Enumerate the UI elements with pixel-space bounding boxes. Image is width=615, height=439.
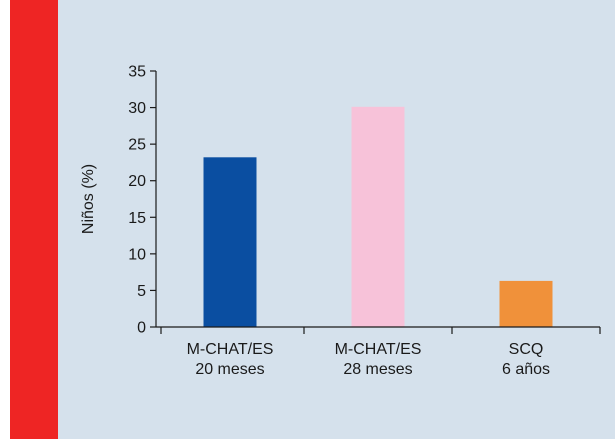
x-category-label-2-line-1: M-CHAT/ES	[335, 341, 422, 358]
bar-chart: 0 5 10 15 20 25 30 35 M-CHAT/ES 20 meses M-CHAT/ES…	[80, 64, 601, 379]
x-category-label-3-line-2: 6 años	[502, 361, 550, 378]
x-category-label-1-line-1: M-CHAT/ES	[187, 341, 274, 358]
figure: 0 5 10 15 20 25 30 35 M-CHAT/ES 20 meses M-CHAT/ES…	[10, 0, 615, 439]
y-tick-label-1: 5	[137, 283, 146, 300]
bar-2	[351, 106, 405, 327]
axes-layer	[150, 70, 601, 334]
bar-3	[499, 280, 553, 327]
y-tick-label-6: 30	[128, 100, 146, 117]
x-category-label-1-line-2: 20 meses	[195, 361, 264, 378]
labels-layer: 0 5 10 15 20 25 30 35 M-CHAT/ES 20 meses M-CHAT/ES…	[128, 64, 550, 379]
accent-band	[10, 0, 58, 439]
y-tick-label-4: 20	[128, 173, 146, 190]
y-tick-label-5: 25	[128, 137, 146, 154]
y-tick-label-2: 10	[128, 246, 146, 263]
y-axis-title: Niños (%)	[80, 164, 97, 234]
y-tick-label-3: 15	[128, 210, 146, 227]
y-tick-label-7: 35	[128, 64, 146, 81]
bars-layer	[203, 106, 553, 327]
bar-1	[203, 157, 257, 327]
x-category-label-2-line-2: 28 meses	[343, 361, 412, 378]
y-tick-label-0: 0	[137, 320, 146, 337]
x-category-label-3-line-1: SCQ	[509, 341, 544, 358]
chart-panel: 0 5 10 15 20 25 30 35 M-CHAT/ES 20 meses M-CHAT/ES…	[58, 0, 615, 439]
